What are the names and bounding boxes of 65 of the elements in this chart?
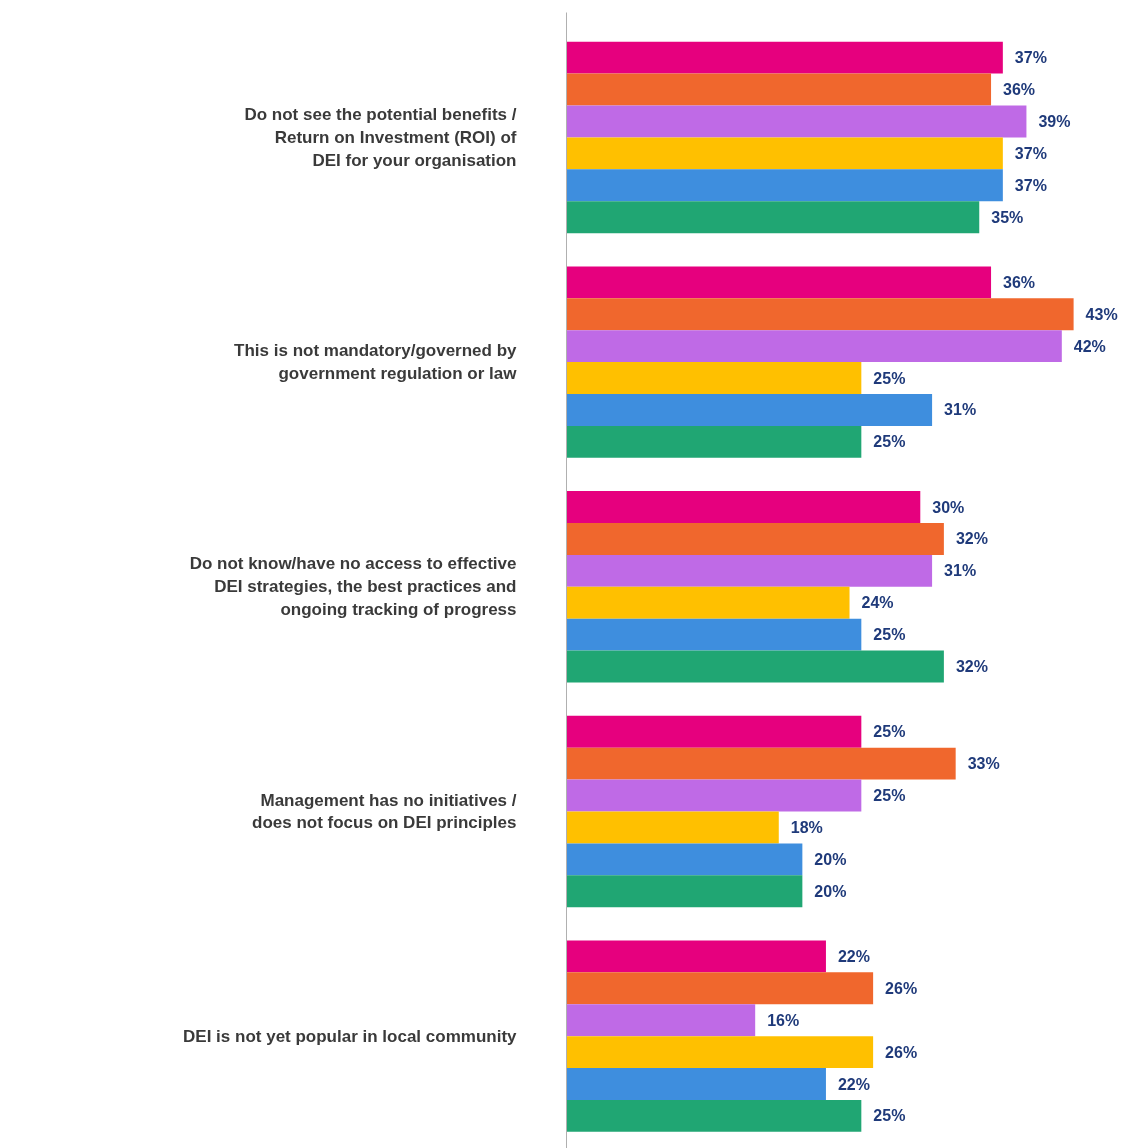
- data-label: 37%: [1014, 49, 1047, 67]
- bar: [566, 715, 862, 748]
- bar: [566, 522, 944, 555]
- data-label: 16%: [767, 1011, 800, 1029]
- y-tick-label: Do not see the potential benefits / Return on Investment (ROI) of DEI for your organisation: [244, 105, 517, 170]
- y-tick-label: DEI is not yet popular in local community: [183, 1026, 518, 1046]
- bar: [566, 137, 1003, 170]
- data-label: 37%: [1014, 176, 1047, 194]
- data-label: 37%: [1014, 144, 1047, 162]
- data-label: 42%: [1073, 337, 1106, 355]
- data-label: 25%: [873, 723, 906, 741]
- data-label: 22%: [837, 1075, 870, 1093]
- data-label: 39%: [1038, 112, 1071, 130]
- data-label: 26%: [885, 979, 918, 997]
- bar: [566, 330, 1062, 363]
- bar: [566, 201, 980, 234]
- bar: [566, 425, 862, 458]
- bar: [566, 940, 826, 973]
- bar: [566, 1036, 874, 1069]
- bar: [566, 554, 933, 587]
- data-label: 31%: [944, 401, 977, 419]
- bar: [566, 1099, 862, 1132]
- data-label: 35%: [991, 208, 1024, 226]
- data-label: 22%: [837, 947, 870, 965]
- data-label: 18%: [790, 818, 823, 836]
- bar: [566, 650, 944, 683]
- bar: [566, 169, 1003, 202]
- bar: [566, 747, 956, 780]
- bar: [566, 266, 992, 299]
- y-tick-label: Management has no initiatives / does not focus on DEI principles: [252, 790, 517, 833]
- bar: [566, 875, 803, 908]
- data-label: 36%: [1003, 273, 1036, 291]
- bar: [566, 811, 779, 844]
- data-label: 25%: [873, 433, 906, 451]
- data-label: 25%: [873, 787, 906, 805]
- bar: [566, 586, 850, 619]
- bar: [566, 73, 992, 106]
- bar: [566, 105, 1027, 138]
- data-label: 43%: [1085, 305, 1118, 323]
- data-label: 20%: [814, 882, 847, 900]
- data-label: 20%: [814, 850, 847, 868]
- bar: [566, 779, 862, 812]
- data-label: 25%: [873, 626, 906, 644]
- bar: [566, 298, 1074, 331]
- bar: [566, 1068, 826, 1100]
- data-label: 33%: [967, 755, 1000, 773]
- data-label: 25%: [873, 1107, 906, 1125]
- data-label: 32%: [955, 658, 988, 676]
- data-label: 30%: [932, 498, 965, 516]
- bar: [566, 1004, 756, 1037]
- bar: [566, 491, 921, 523]
- data-label: 31%: [944, 562, 977, 580]
- bar: [566, 362, 862, 395]
- data-label: 36%: [1003, 81, 1036, 99]
- data-label: 26%: [885, 1043, 918, 1061]
- y-tick-label: Do not know/have no access to effective DEI strategies, the best practices and ongoing tracking of progress: [189, 554, 517, 620]
- bar: [566, 394, 933, 426]
- bar: [566, 41, 1003, 74]
- y-tick-label: This is not mandatory/governed by government regulation or law: [234, 341, 518, 384]
- bar: [566, 618, 862, 651]
- data-label: 32%: [955, 530, 988, 548]
- bar: [566, 843, 803, 876]
- data-label: 25%: [873, 369, 906, 387]
- data-label: 24%: [861, 594, 894, 612]
- bar: [566, 972, 874, 1005]
